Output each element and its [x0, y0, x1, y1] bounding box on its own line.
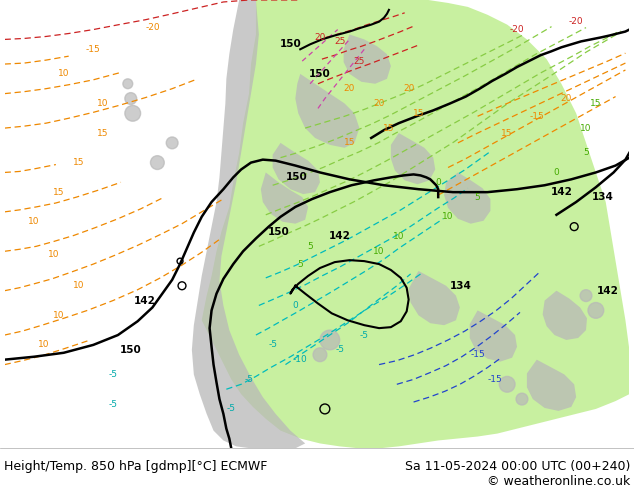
Text: 15: 15: [53, 188, 65, 196]
Text: -5: -5: [335, 345, 344, 354]
Text: 10: 10: [373, 247, 385, 256]
Text: 15: 15: [98, 128, 109, 138]
Text: 0: 0: [553, 168, 559, 177]
Text: -20: -20: [569, 17, 583, 26]
Text: 20: 20: [560, 94, 572, 103]
Text: 5: 5: [583, 148, 589, 157]
Text: Sa 11-05-2024 00:00 UTC (00+240): Sa 11-05-2024 00:00 UTC (00+240): [404, 460, 630, 473]
Text: 142: 142: [134, 295, 155, 306]
Text: 15: 15: [344, 138, 355, 147]
Text: 142: 142: [550, 187, 573, 197]
Text: 10: 10: [98, 99, 109, 108]
Text: -5: -5: [108, 399, 117, 409]
Text: 10: 10: [393, 232, 404, 241]
Polygon shape: [444, 172, 491, 223]
Text: 25: 25: [354, 56, 365, 66]
Circle shape: [588, 302, 604, 318]
Circle shape: [320, 330, 340, 350]
Text: -15: -15: [470, 350, 485, 359]
Circle shape: [125, 93, 137, 104]
Text: -15: -15: [529, 112, 544, 121]
Circle shape: [150, 156, 164, 170]
Text: © weatheronline.co.uk: © weatheronline.co.uk: [487, 475, 630, 488]
Text: 20: 20: [403, 84, 415, 93]
Text: 0: 0: [292, 301, 298, 310]
Polygon shape: [409, 271, 460, 325]
Polygon shape: [192, 0, 305, 448]
Circle shape: [123, 79, 133, 89]
Polygon shape: [543, 291, 587, 340]
Text: 5: 5: [307, 242, 313, 251]
Text: 10: 10: [443, 212, 454, 221]
Text: -20: -20: [145, 23, 160, 32]
Text: 5: 5: [475, 193, 481, 201]
Text: -5: -5: [227, 404, 236, 414]
Text: 10: 10: [58, 70, 70, 78]
Text: 10: 10: [38, 341, 50, 349]
Polygon shape: [470, 310, 517, 362]
Text: 10: 10: [29, 217, 40, 226]
Text: 20: 20: [373, 99, 385, 108]
Text: -5: -5: [268, 341, 277, 349]
Circle shape: [166, 137, 178, 149]
Polygon shape: [295, 74, 359, 148]
Text: -5: -5: [245, 375, 254, 384]
Text: 15: 15: [73, 158, 84, 167]
Text: 5: 5: [297, 260, 303, 269]
Circle shape: [125, 105, 141, 121]
Text: -10: -10: [293, 355, 307, 364]
Circle shape: [516, 393, 528, 405]
Text: 150: 150: [280, 39, 301, 49]
Text: 10: 10: [53, 311, 65, 320]
Text: 10: 10: [48, 250, 60, 259]
Text: 15: 15: [590, 99, 602, 108]
Text: 25: 25: [334, 37, 346, 46]
Text: 10: 10: [580, 123, 592, 133]
Text: 20: 20: [314, 33, 326, 42]
Text: 20: 20: [344, 84, 355, 93]
Text: 15: 15: [413, 109, 424, 118]
Text: 134: 134: [450, 281, 472, 291]
Text: -5: -5: [360, 331, 369, 340]
Circle shape: [580, 290, 592, 301]
Text: 142: 142: [597, 286, 619, 295]
Text: 15: 15: [501, 128, 513, 138]
Text: -5: -5: [108, 370, 117, 379]
Text: -20: -20: [510, 25, 524, 34]
Polygon shape: [261, 172, 308, 223]
Text: 134: 134: [592, 192, 614, 202]
Polygon shape: [273, 143, 320, 194]
Polygon shape: [344, 34, 391, 84]
Text: 150: 150: [309, 69, 331, 79]
Text: 150: 150: [268, 226, 290, 237]
Circle shape: [500, 376, 515, 392]
Polygon shape: [202, 0, 630, 448]
Text: 0: 0: [436, 178, 441, 187]
Polygon shape: [527, 360, 576, 411]
Circle shape: [313, 348, 327, 362]
Polygon shape: [391, 133, 436, 184]
Text: 15: 15: [383, 123, 395, 133]
Text: 150: 150: [285, 172, 307, 182]
Text: 142: 142: [328, 231, 351, 242]
Text: 150: 150: [120, 345, 141, 355]
Text: 10: 10: [73, 281, 84, 290]
Text: Height/Temp. 850 hPa [gdmp][°C] ECMWF: Height/Temp. 850 hPa [gdmp][°C] ECMWF: [4, 460, 268, 473]
Text: -15: -15: [86, 45, 101, 54]
Text: -15: -15: [488, 375, 503, 384]
